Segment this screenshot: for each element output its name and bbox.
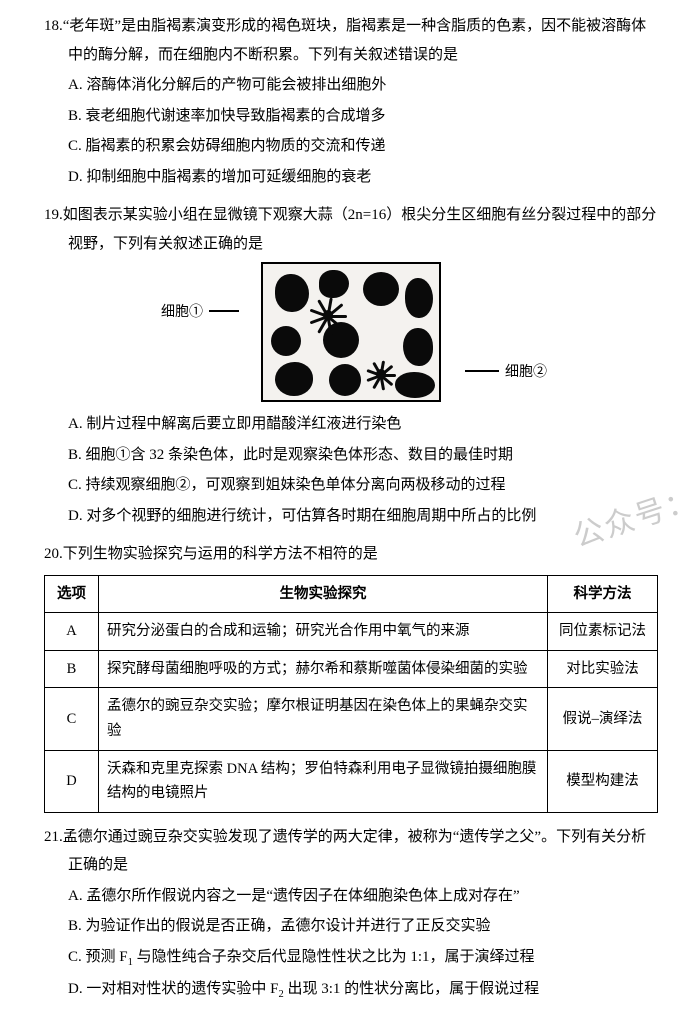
cell-blob <box>319 270 349 298</box>
q19-options: A. 制片过程中解离后要立即用醋酸洋红液进行染色 B. 细胞①含 32 条染色体… <box>44 410 658 530</box>
q21-opt-c: C. 预测 F1 与隐性纯合子杂交后代显隐性性状之比为 1:1，属于演绎过程 <box>68 943 658 973</box>
q19-label-cell-2: 细胞② <box>505 360 547 387</box>
microscope-image <box>261 262 441 402</box>
q21-c-pre: C. 预测 F <box>68 949 128 965</box>
q21-opt-a: A. 孟德尔所作假说内容之一是“遗传因子在体细胞染色体上成对存在” <box>68 882 658 911</box>
cell-experiment: 研究分泌蛋白的合成和运输；研究光合作用中氧气的来源 <box>99 613 548 651</box>
cell-method: 假说–演绎法 <box>548 688 658 750</box>
q18-stem: 18.“老年斑”是由脂褐素演变形成的褐色斑块，脂褐素是一种含脂质的色素，因不能被… <box>44 12 658 69</box>
q18-stem-text: “老年斑”是由脂褐素演变形成的褐色斑块，脂褐素是一种含脂质的色素，因不能被溶酶体… <box>63 18 646 63</box>
q19-opt-a: A. 制片过程中解离后要立即用醋酸洋红液进行染色 <box>68 410 658 439</box>
q18-number: 18. <box>44 18 63 34</box>
q21-options: A. 孟德尔所作假说内容之一是“遗传因子在体细胞染色体上成对存在” B. 为验证… <box>44 882 658 1005</box>
q21-opt-d: D. 一对相对性状的遗传实验中 F2 出现 3:1 的性状分离比，属于假说过程 <box>68 975 658 1005</box>
q19-stem-text: 如图表示某实验小组在显微镜下观察大蒜（2n=16）根尖分生区细胞有丝分裂过程中的… <box>63 207 656 252</box>
q21-stem-text: 孟德尔通过豌豆杂交实验发现了遗传学的两大定律，被称为“遗传学之父”。下列有关分析… <box>63 829 646 874</box>
mitotic-cell-icon <box>367 360 395 388</box>
cell-method: 同位素标记法 <box>548 613 658 651</box>
cell-blob <box>271 326 301 356</box>
cell-blob <box>395 372 435 398</box>
cell-method: 模型构建法 <box>548 750 658 812</box>
q20-table: 选项 生物实验探究 科学方法 A研究分泌蛋白的合成和运输；研究光合作用中氧气的来… <box>44 575 658 813</box>
q21-c-post: 与隐性纯合子杂交后代显隐性性状之比为 1:1，属于演绎过程 <box>133 949 535 965</box>
cell-blob <box>275 362 313 396</box>
th-method: 科学方法 <box>548 575 658 613</box>
q21-d-post: 出现 3:1 的性状分离比，属于假说过程 <box>284 981 539 997</box>
cell-blob <box>275 274 309 312</box>
q18-opt-c: C. 脂褐素的积累会妨碍细胞内物质的交流和传递 <box>68 132 658 161</box>
table-row: D沃森和克里克探索 DNA 结构；罗伯特森利用电子显微镜拍摄细胞膜结构的电镜照片… <box>45 750 658 812</box>
question-20: 20.下列生物实验探究与运用的科学方法不相符的是 选项 生物实验探究 科学方法 … <box>44 540 658 813</box>
table-header-row: 选项 生物实验探究 科学方法 <box>45 575 658 613</box>
q19-number: 19. <box>44 207 63 223</box>
q20-stem: 20.下列生物实验探究与运用的科学方法不相符的是 <box>44 540 658 569</box>
q21-stem: 21.孟德尔通过豌豆杂交实验发现了遗传学的两大定律，被称为“遗传学之父”。下列有… <box>44 823 658 880</box>
cell-key: A <box>45 613 99 651</box>
cell-key: D <box>45 750 99 812</box>
cell-blob <box>405 278 433 318</box>
q19-opt-c: C. 持续观察细胞②，可观察到姐妹染色单体分离向两极移动的过程 <box>68 471 658 500</box>
q19-stem: 19.如图表示某实验小组在显微镜下观察大蒜（2n=16）根尖分生区细胞有丝分裂过… <box>44 201 658 258</box>
q21-d-pre: D. 一对相对性状的遗传实验中 F <box>68 981 278 997</box>
table-row: B探究酵母菌细胞呼吸的方式；赫尔希和蔡斯噬菌体侵染细菌的实验对比实验法 <box>45 650 658 688</box>
mitotic-cell-icon <box>311 298 345 332</box>
th-experiment: 生物实验探究 <box>99 575 548 613</box>
q20-stem-text: 下列生物实验探究与运用的科学方法不相符的是 <box>63 546 378 562</box>
cell-blob <box>329 364 361 396</box>
q19-figure: 细胞① 细胞② <box>211 262 491 402</box>
cell-key: B <box>45 650 99 688</box>
question-21: 21.孟德尔通过豌豆杂交实验发现了遗传学的两大定律，被称为“遗传学之父”。下列有… <box>44 823 658 1005</box>
table-row: C孟德尔的豌豆杂交实验；摩尔根证明基因在染色体上的果蝇杂交实验假说–演绎法 <box>45 688 658 750</box>
cell-blob <box>403 328 433 366</box>
q21-number: 21. <box>44 829 63 845</box>
cell-key: C <box>45 688 99 750</box>
q18-options: A. 溶酶体消化分解后的产物可能会被排出细胞外 B. 衰老细胞代谢速率加快导致脂… <box>44 71 658 191</box>
question-19: 19.如图表示某实验小组在显微镜下观察大蒜（2n=16）根尖分生区细胞有丝分裂过… <box>44 201 658 530</box>
cell-experiment: 孟德尔的豌豆杂交实验；摩尔根证明基因在染色体上的果蝇杂交实验 <box>99 688 548 750</box>
question-18: 18.“老年斑”是由脂褐素演变形成的褐色斑块，脂褐素是一种含脂质的色素，因不能被… <box>44 12 658 191</box>
th-option: 选项 <box>45 575 99 613</box>
table-row: A研究分泌蛋白的合成和运输；研究光合作用中氧气的来源同位素标记法 <box>45 613 658 651</box>
cell-experiment: 沃森和克里克探索 DNA 结构；罗伯特森利用电子显微镜拍摄细胞膜结构的电镜照片 <box>99 750 548 812</box>
q19-opt-d: D. 对多个视野的细胞进行统计，可估算各时期在细胞周期中所占的比例 <box>68 502 658 531</box>
q20-number: 20. <box>44 546 63 562</box>
q19-figure-wrap: 细胞① 细胞② <box>44 262 658 402</box>
q18-opt-d: D. 抑制细胞中脂褐素的增加可延缓细胞的衰老 <box>68 163 658 192</box>
q21-opt-b: B. 为验证作出的假说是否正确，孟德尔设计并进行了正反交实验 <box>68 912 658 941</box>
cell-experiment: 探究酵母菌细胞呼吸的方式；赫尔希和蔡斯噬菌体侵染细菌的实验 <box>99 650 548 688</box>
q19-label-cell-1: 细胞① <box>161 300 203 327</box>
q18-opt-a: A. 溶酶体消化分解后的产物可能会被排出细胞外 <box>68 71 658 100</box>
cell-blob <box>363 272 399 306</box>
q19-opt-b: B. 细胞①含 32 条染色体，此时是观察染色体形态、数目的最佳时期 <box>68 441 658 470</box>
q18-opt-b: B. 衰老细胞代谢速率加快导致脂褐素的合成增多 <box>68 102 658 131</box>
cell-method: 对比实验法 <box>548 650 658 688</box>
